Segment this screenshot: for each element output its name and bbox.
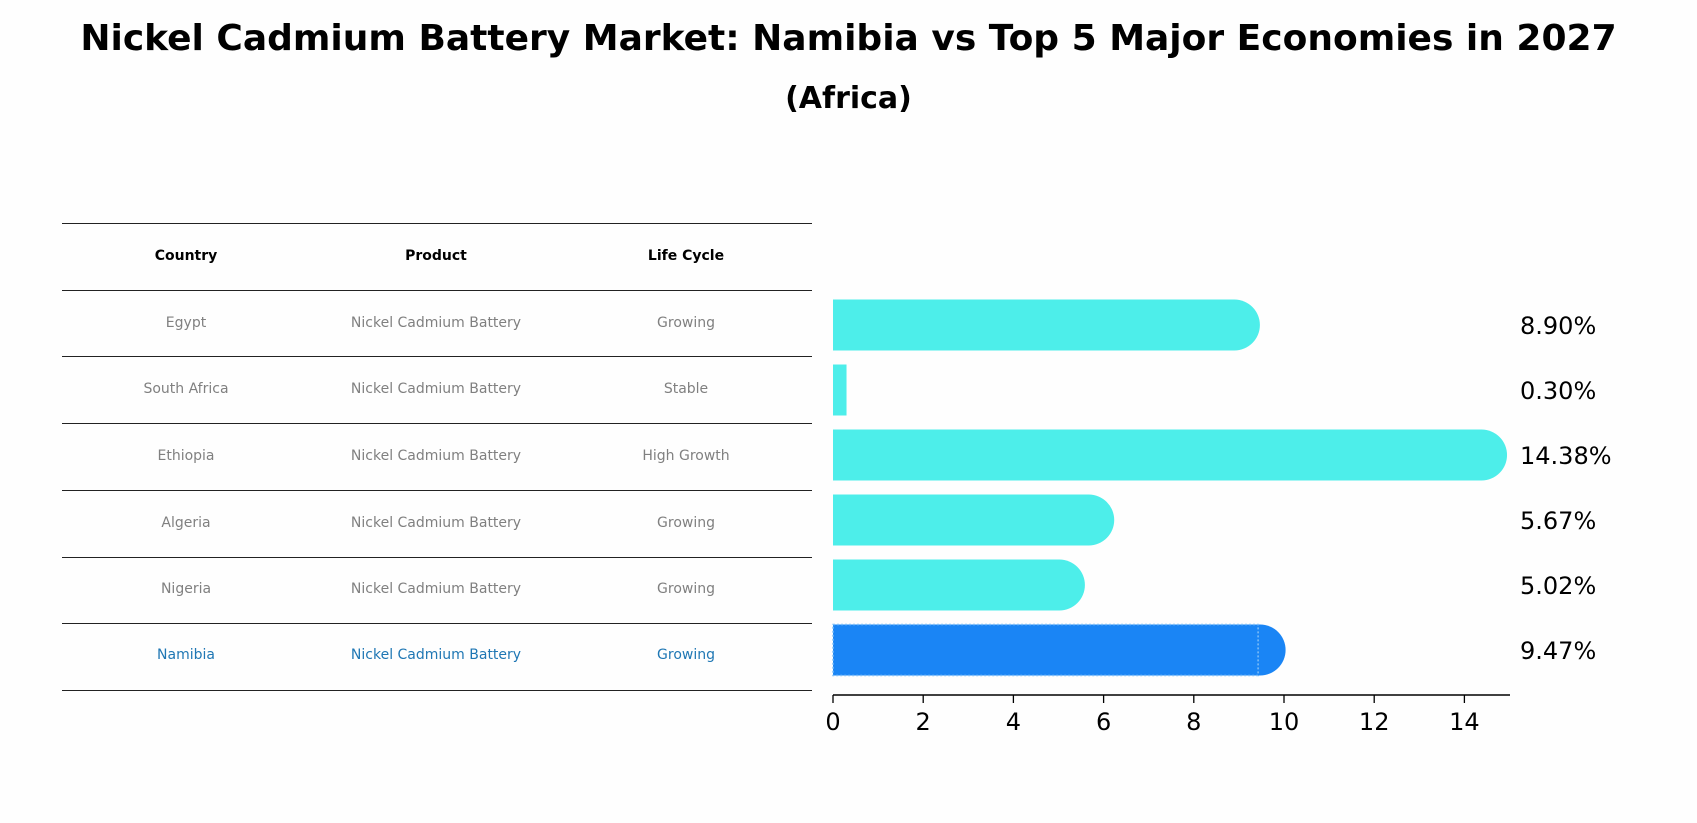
bar-nigeria xyxy=(833,559,1085,611)
table-cell: Algeria xyxy=(161,515,211,531)
table-cell: Nickel Cadmium Battery xyxy=(350,647,522,663)
table-cell: South Africa xyxy=(143,381,229,397)
bar-value-label: 9.47% xyxy=(1520,637,1596,665)
x-tick-label: 6 xyxy=(1096,708,1111,736)
table-cell: Nickel Cadmium Battery xyxy=(350,448,522,464)
table-cell: Growing xyxy=(657,647,715,663)
chart-subtitle: (Africa) xyxy=(785,81,912,116)
x-tick-label: 10 xyxy=(1269,708,1300,736)
bar-south-africa xyxy=(833,364,847,416)
table-cell: Nickel Cadmium Battery xyxy=(350,581,522,597)
bar-egypt xyxy=(833,299,1260,351)
x-tick-label: 0 xyxy=(825,708,840,736)
data-table: Country Product Life Cycle Egypt Nickel Cadm… xyxy=(0,0,830,823)
x-tick-label: 12 xyxy=(1359,708,1390,736)
table-cell: Nickel Cadmium Battery xyxy=(350,515,522,531)
table-rule xyxy=(62,290,812,291)
table-cell: High Growth xyxy=(642,448,730,464)
table-rule xyxy=(62,423,812,424)
bar-namibia xyxy=(833,624,1286,676)
table-header-cell: Product xyxy=(405,248,467,264)
bar-value-label: 5.02% xyxy=(1520,572,1596,600)
table-rule xyxy=(62,690,812,691)
x-tick-label: 2 xyxy=(916,708,931,736)
table-rule xyxy=(62,557,812,558)
table-cell: Nigeria xyxy=(160,581,212,597)
bar-algeria xyxy=(833,494,1115,546)
table-header-cell: Country xyxy=(154,248,218,264)
table-cell: Ethiopia xyxy=(157,448,215,464)
table-cell: Growing xyxy=(657,581,715,597)
table-rule xyxy=(62,356,812,357)
bar-value-label: 0.30% xyxy=(1520,377,1596,405)
table-cell: Growing xyxy=(657,515,715,531)
table-cell: Nickel Cadmium Battery xyxy=(350,315,522,331)
x-tick-label: 8 xyxy=(1186,708,1201,736)
table-cell: Growing xyxy=(657,315,715,331)
table-cell: Namibia xyxy=(157,647,215,663)
bar-value-label: 5.67% xyxy=(1520,507,1596,535)
table-cell: Nickel Cadmium Battery xyxy=(350,381,522,397)
x-tick-label: 14 xyxy=(1449,708,1480,736)
bar-value-label: 8.90% xyxy=(1520,312,1596,340)
bar-ethiopia xyxy=(833,429,1508,481)
table-header-cell: Life Cycle xyxy=(647,248,725,264)
table-rule xyxy=(62,223,812,224)
table-cell: Egypt xyxy=(165,315,207,331)
chart-title: Nickel Cadmium Battery Market: Namibia v… xyxy=(80,18,1617,59)
table-rule xyxy=(62,490,812,491)
x-tick-label: 4 xyxy=(1006,708,1021,736)
bar-highlight-outline xyxy=(832,623,1259,677)
table-cell: Stable xyxy=(663,381,709,397)
bar-value-label: 14.38% xyxy=(1520,442,1612,470)
table-rule xyxy=(62,623,812,624)
